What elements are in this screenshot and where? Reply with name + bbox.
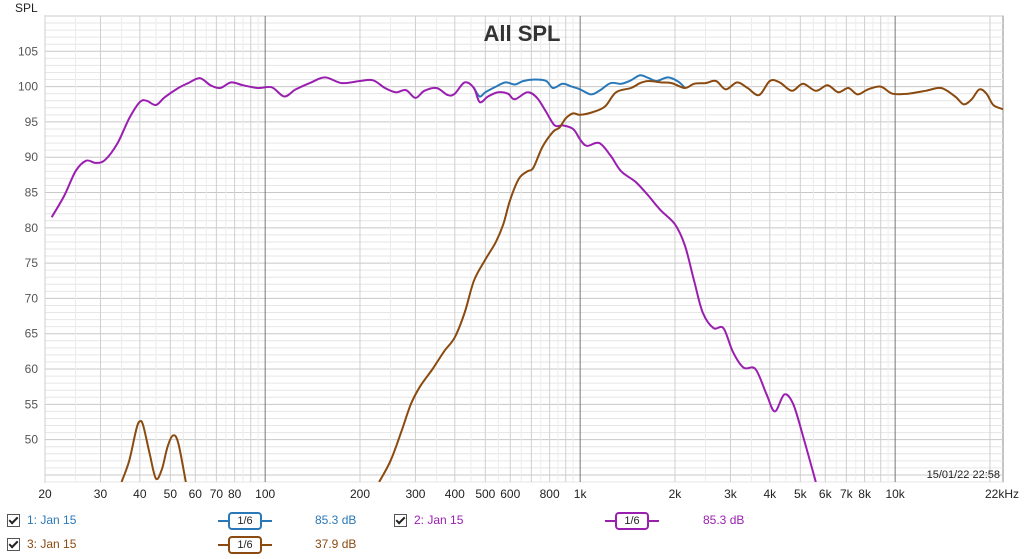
y-tick-label: 100 bbox=[18, 80, 38, 94]
y-tick-label: 70 bbox=[25, 291, 39, 305]
y-axis-label: SPL bbox=[15, 1, 38, 15]
series-2-smoothing-button[interactable]: 1/6 bbox=[615, 512, 649, 530]
series-3-label[interactable]: 3: Jan 15 bbox=[27, 537, 77, 551]
series-2-line bbox=[50, 76, 817, 482]
x-tick-label: 5k bbox=[794, 487, 808, 501]
series-3-line bbox=[120, 419, 187, 482]
x-tick-label: 800 bbox=[540, 487, 560, 501]
series-3-line bbox=[378, 79, 1003, 482]
y-axis-ticks: 50 55 60 65 70 75 80 85 90 95 100 105 bbox=[18, 44, 38, 446]
x-tick-label: 10k bbox=[885, 487, 905, 501]
series-2-label[interactable]: 2: Jan 15 bbox=[414, 513, 464, 527]
x-tick-label: 200 bbox=[350, 487, 370, 501]
y-tick-label: 75 bbox=[25, 256, 39, 270]
legend-row-2: 3: Jan 15 1/6 37.9 dB bbox=[0, 536, 1024, 554]
x-tick-label: 6k bbox=[819, 487, 833, 501]
y-tick-label: 105 bbox=[18, 44, 38, 58]
x-tick-label: 30 bbox=[94, 487, 108, 501]
x-tick-label: 22kHz bbox=[985, 487, 1019, 501]
x-tick-label: 500 bbox=[475, 487, 495, 501]
chart-title: All SPL bbox=[483, 21, 560, 46]
x-axis-ticks: 20 30 40 50 60 70 80 100 200 300 400 500 600 800 1k 2k 3… bbox=[38, 487, 1019, 501]
x-tick-label: 1k bbox=[574, 487, 588, 501]
x-tick-label: 4k bbox=[763, 487, 777, 501]
x-tick-label: 70 bbox=[210, 487, 224, 501]
series-1-label[interactable]: 1: Jan 15 bbox=[27, 513, 77, 527]
series-1-smoothing-button[interactable]: 1/6 bbox=[228, 512, 262, 530]
x-tick-label: 8k bbox=[858, 487, 872, 501]
series-lines bbox=[50, 74, 1003, 482]
x-tick-label: 50 bbox=[164, 487, 178, 501]
legend-row-1: 1: Jan 15 1/6 85.3 dB 2: Jan 15 1/6 85.3… bbox=[0, 512, 1024, 530]
y-tick-label: 80 bbox=[25, 221, 39, 235]
series-3-level: 37.9 dB bbox=[315, 537, 357, 551]
timestamp: 15/01/22 22:58 bbox=[927, 469, 1000, 481]
x-tick-label: 3k bbox=[724, 487, 738, 501]
y-tick-label: 50 bbox=[25, 433, 39, 447]
x-tick-label: 100 bbox=[255, 487, 275, 501]
x-tick-label: 80 bbox=[228, 487, 242, 501]
series-3-smoothing-button[interactable]: 1/6 bbox=[228, 536, 262, 554]
grid bbox=[44, 15, 1003, 483]
y-tick-label: 85 bbox=[25, 186, 39, 200]
x-tick-label: 2k bbox=[669, 487, 683, 501]
series-1-checkbox[interactable] bbox=[7, 514, 20, 527]
x-tick-label: 40 bbox=[133, 487, 147, 501]
series-1-line bbox=[473, 74, 686, 98]
x-tick-label: 600 bbox=[500, 487, 520, 501]
y-tick-label: 90 bbox=[25, 150, 39, 164]
series-2-checkbox[interactable] bbox=[394, 514, 407, 527]
y-tick-label: 55 bbox=[25, 397, 39, 411]
y-tick-label: 60 bbox=[25, 362, 39, 376]
series-3-checkbox[interactable] bbox=[7, 538, 20, 551]
y-tick-label: 95 bbox=[25, 115, 39, 129]
x-tick-label: 7k bbox=[840, 487, 854, 501]
series-1-level: 85.3 dB bbox=[315, 513, 357, 527]
series-2-level: 85.3 dB bbox=[703, 513, 745, 527]
x-tick-label: 400 bbox=[445, 487, 465, 501]
y-tick-label: 65 bbox=[25, 327, 39, 341]
x-tick-label: 300 bbox=[405, 487, 425, 501]
x-tick-label: 20 bbox=[38, 487, 52, 501]
x-tick-label: 60 bbox=[189, 487, 203, 501]
